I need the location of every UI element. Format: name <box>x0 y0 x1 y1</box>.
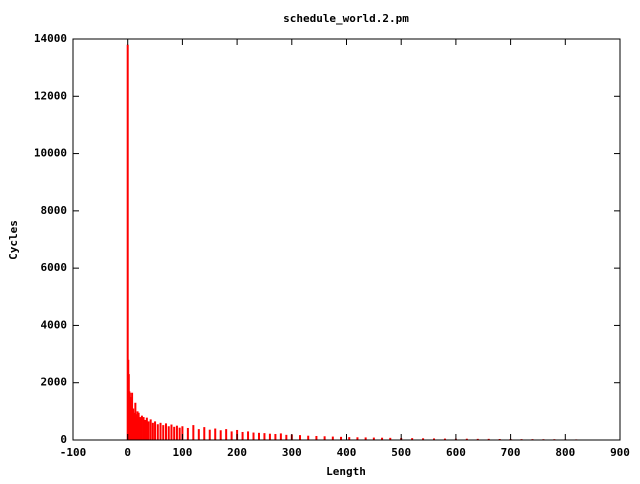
bar <box>137 412 140 440</box>
bar <box>241 431 244 440</box>
bar <box>142 417 145 440</box>
bar <box>465 438 468 440</box>
x-axis-label: Length <box>326 465 366 478</box>
y-tick-label: 6000 <box>41 261 68 274</box>
x-tick-label: 800 <box>555 446 575 459</box>
bar <box>331 436 334 440</box>
bar <box>443 438 446 440</box>
bar <box>132 408 135 440</box>
bar <box>476 438 479 440</box>
bar <box>154 421 157 440</box>
bar <box>131 392 134 440</box>
x-tick-label: 100 <box>172 446 192 459</box>
bar <box>167 426 170 440</box>
bar <box>178 427 181 440</box>
bar <box>323 436 326 440</box>
bar <box>139 417 142 440</box>
bar <box>411 438 414 440</box>
bar <box>279 433 282 440</box>
x-tick-label: 600 <box>446 446 466 459</box>
x-tick-label: 300 <box>282 446 302 459</box>
bar <box>219 430 222 440</box>
bar <box>192 425 195 440</box>
bar <box>159 422 162 440</box>
y-axis-label: Cycles <box>7 220 20 260</box>
bar <box>147 421 150 440</box>
bar <box>162 425 165 440</box>
bar <box>145 417 148 440</box>
bar <box>197 429 200 440</box>
bar <box>208 429 211 440</box>
bar <box>181 426 184 440</box>
bar <box>422 438 425 440</box>
y-tick-label: 2000 <box>41 376 68 389</box>
y-tick-label: 10000 <box>34 147 67 160</box>
bar <box>487 438 490 440</box>
bar <box>129 405 132 440</box>
chart-title: schedule_world.2.pm <box>283 12 409 25</box>
plot-border <box>72 38 621 441</box>
bar <box>498 438 501 440</box>
x-tick-label: 400 <box>337 446 357 459</box>
bar <box>381 437 384 440</box>
x-tick-label: 200 <box>227 446 247 459</box>
bar <box>348 437 351 440</box>
bar <box>268 433 271 440</box>
bar <box>225 429 228 440</box>
bar <box>372 437 375 440</box>
bar <box>252 432 255 440</box>
bar <box>164 423 167 440</box>
bar <box>263 433 266 440</box>
x-tick-label: 0 <box>124 446 131 459</box>
bar <box>133 412 136 440</box>
bar <box>214 428 217 440</box>
bar <box>186 427 189 440</box>
bar <box>356 437 359 440</box>
bar <box>364 437 367 440</box>
bar <box>307 435 310 440</box>
bar <box>315 435 318 440</box>
bar <box>433 438 436 440</box>
bar <box>247 431 250 440</box>
x-tick-label: 700 <box>501 446 521 459</box>
bar <box>203 427 206 440</box>
bar <box>151 422 154 440</box>
bar <box>149 419 152 440</box>
bar <box>126 44 129 440</box>
y-tick-label: 14000 <box>34 32 67 45</box>
bar <box>170 424 173 440</box>
bar <box>230 431 233 440</box>
bar <box>175 425 178 440</box>
bar <box>140 415 143 440</box>
x-tick-label: 900 <box>610 446 630 459</box>
bar <box>274 433 277 440</box>
bar <box>136 411 139 440</box>
bar <box>389 437 392 440</box>
bar <box>257 432 260 440</box>
y-tick-label: 8000 <box>41 204 68 217</box>
bar <box>156 424 159 440</box>
x-tick-label: 500 <box>391 446 411 459</box>
bar <box>134 402 137 440</box>
bar <box>299 435 302 440</box>
y-tick-label: 0 <box>60 433 67 446</box>
y-tick-label: 4000 <box>41 318 68 331</box>
bar <box>173 426 176 440</box>
bar <box>144 419 147 440</box>
bar <box>135 414 138 440</box>
y-tick-label: 12000 <box>34 89 67 102</box>
x-tick-label: -100 <box>60 446 87 459</box>
bar <box>285 434 288 440</box>
bar <box>340 436 343 440</box>
